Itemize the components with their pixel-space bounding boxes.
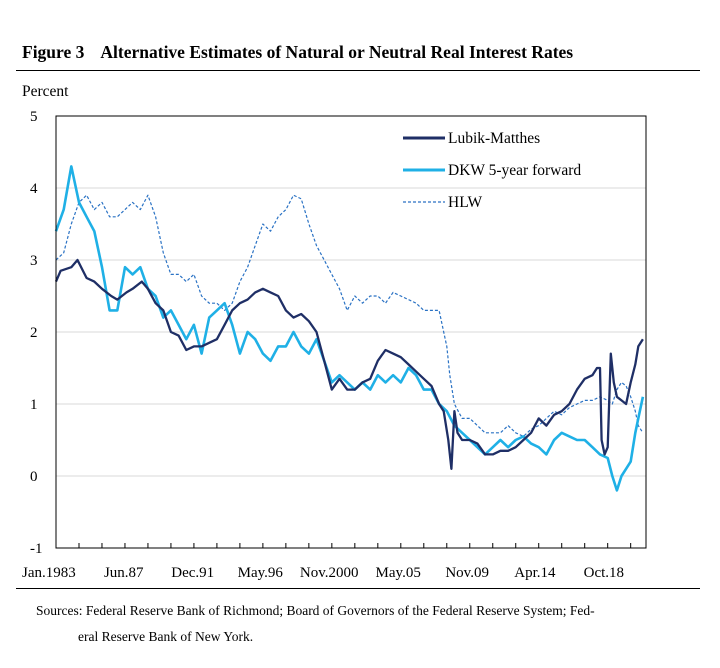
y-tick-label: -1 xyxy=(30,541,43,557)
y-tick-label: 2 xyxy=(30,325,38,341)
plot-frame xyxy=(55,115,647,549)
x-tick-label: Jan.1983 xyxy=(22,565,76,581)
top-rule xyxy=(16,70,700,71)
chart: -1 0 1 2 3 4 5 Jan.1983 Jun.87 Dec.91 May.96 Nov.20… xyxy=(22,83,647,581)
legend: Lubik-Matthes DKW 5-year forward HLW xyxy=(403,130,581,211)
gridlines xyxy=(56,187,646,477)
x-tick-label: May.05 xyxy=(376,565,421,581)
legend-label: DKW 5-year forward xyxy=(448,162,581,179)
x-tick-label: Dec.91 xyxy=(171,565,214,581)
x-tick-label: Nov.09 xyxy=(445,565,489,581)
sources-note: Sources: Federal Reserve Bank of Richmon… xyxy=(36,598,686,650)
series-line-lubik-matthes xyxy=(54,258,644,470)
legend-label: Lubik-Matthes xyxy=(448,130,540,147)
x-tick-label: Jun.87 xyxy=(104,565,144,581)
sources-line-2: eral Reserve Bank of New York. xyxy=(78,629,254,644)
series-layer xyxy=(54,165,645,492)
figure-number: Figure 3 xyxy=(22,42,85,62)
y-tick-label: 4 xyxy=(30,181,38,197)
series-line-dkw-5-year-forward xyxy=(54,165,645,492)
legend-label: HLW xyxy=(448,194,483,211)
x-tick-label: Apr.14 xyxy=(514,565,556,581)
sources-line-1: Sources: Federal Reserve Bank of Richmon… xyxy=(36,603,595,618)
x-tick-label: Nov.2000 xyxy=(300,565,359,581)
figure-title: Figure 3 Alternative Estimates of Natural… xyxy=(22,42,573,63)
figure-title-text: Alternative Estimates of Natural or Neut… xyxy=(100,42,574,62)
x-tick-label: Oct.18 xyxy=(584,565,624,581)
y-axis-label: Percent xyxy=(22,83,69,100)
series-line-hlw xyxy=(55,194,644,437)
y-tick-label: 3 xyxy=(30,253,38,269)
axis-ticks: -1 0 1 2 3 4 5 Jan.1983 Jun.87 Dec.91 May.96 Nov.20… xyxy=(22,109,632,581)
bottom-rule xyxy=(16,588,700,589)
y-tick-label: 5 xyxy=(30,109,38,125)
y-tick-label: 0 xyxy=(30,469,38,485)
x-tick-label: May.96 xyxy=(238,565,284,581)
y-tick-label: 1 xyxy=(30,397,38,413)
